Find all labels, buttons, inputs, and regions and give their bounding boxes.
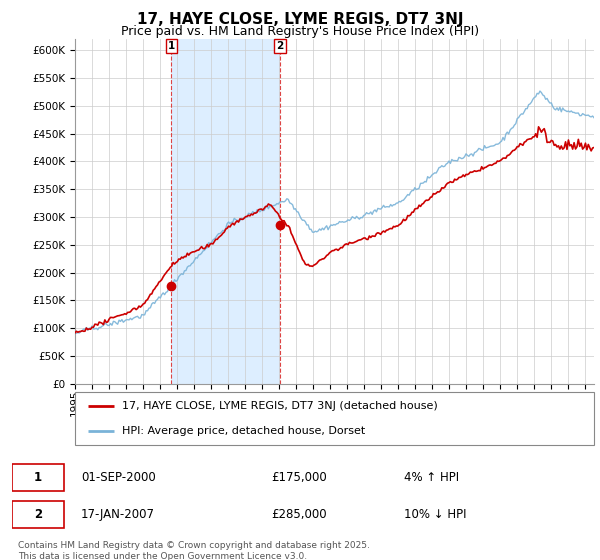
Text: 17, HAYE CLOSE, LYME REGIS, DT7 3NJ: 17, HAYE CLOSE, LYME REGIS, DT7 3NJ [137, 12, 463, 27]
Text: 1: 1 [34, 471, 42, 484]
Text: 2: 2 [34, 508, 42, 521]
Text: 17-JAN-2007: 17-JAN-2007 [81, 508, 155, 521]
Text: £285,000: £285,000 [271, 508, 327, 521]
FancyBboxPatch shape [12, 501, 64, 529]
FancyBboxPatch shape [12, 464, 64, 492]
Text: 10% ↓ HPI: 10% ↓ HPI [404, 508, 466, 521]
Text: 2: 2 [276, 41, 284, 51]
Text: 4% ↑ HPI: 4% ↑ HPI [404, 471, 459, 484]
Text: 1: 1 [168, 41, 175, 51]
FancyBboxPatch shape [75, 392, 594, 445]
Bar [172, 39, 280, 384]
Text: 01-SEP-2000: 01-SEP-2000 [81, 471, 156, 484]
Text: Price paid vs. HM Land Registry's House Price Index (HPI): Price paid vs. HM Land Registry's House … [121, 25, 479, 38]
Text: HPI: Average price, detached house, Dorset: HPI: Average price, detached house, Dors… [122, 426, 365, 436]
Text: £175,000: £175,000 [271, 471, 327, 484]
Text: Contains HM Land Registry data © Crown copyright and database right 2025.
This d: Contains HM Land Registry data © Crown c… [18, 542, 370, 560]
Text: 17, HAYE CLOSE, LYME REGIS, DT7 3NJ (detached house): 17, HAYE CLOSE, LYME REGIS, DT7 3NJ (det… [122, 402, 437, 412]
